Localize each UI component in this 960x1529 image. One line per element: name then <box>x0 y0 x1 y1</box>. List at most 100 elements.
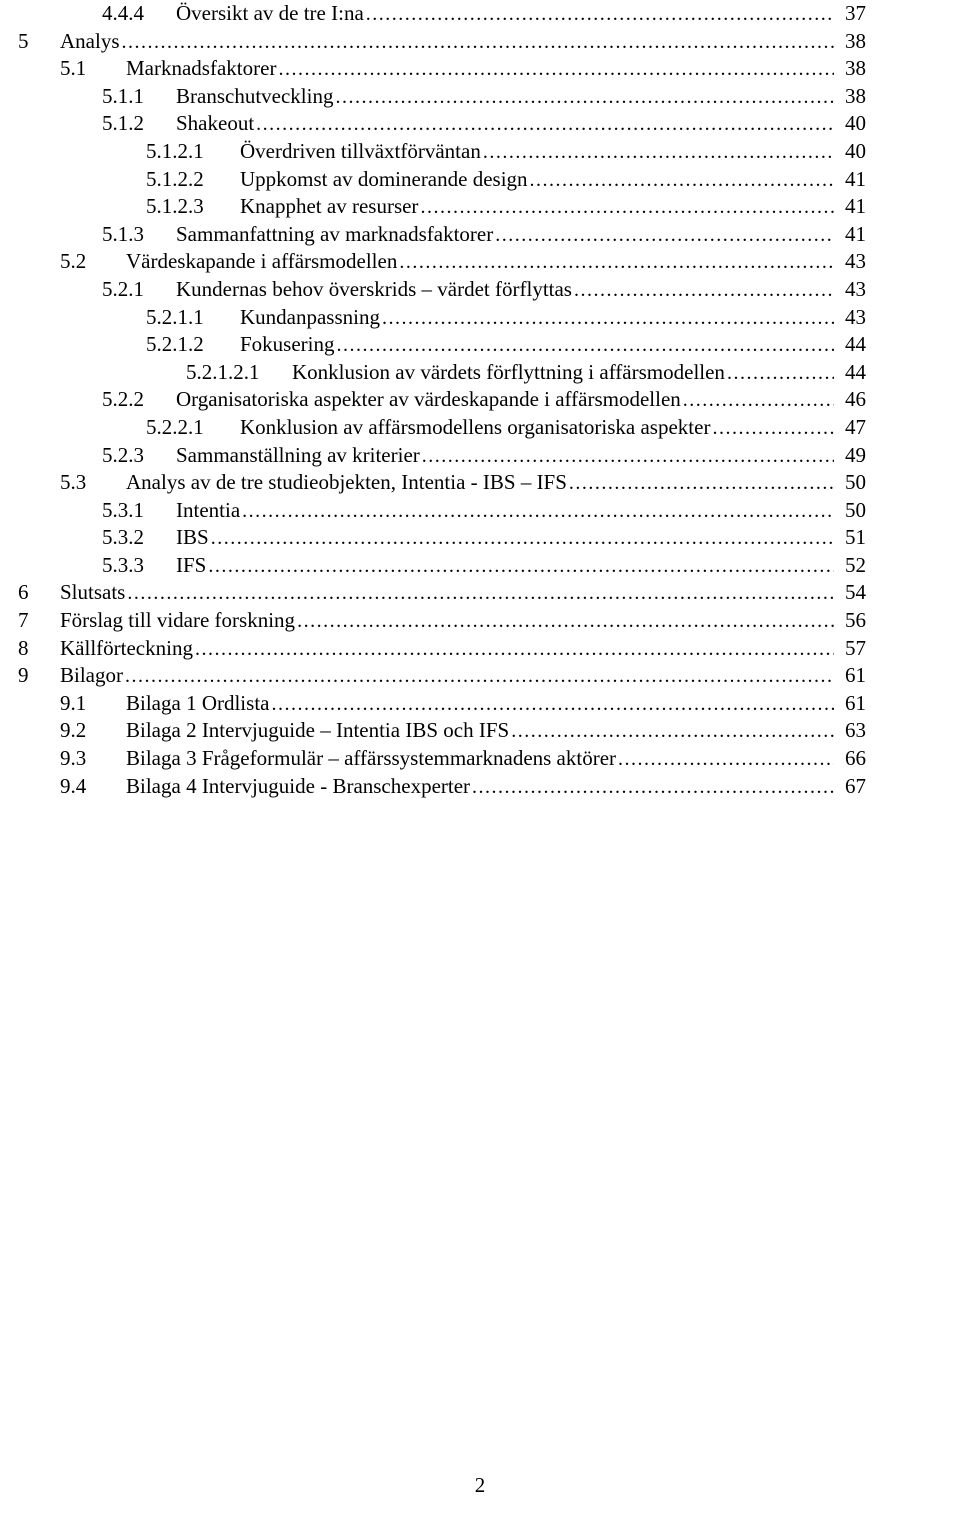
toc-entry-page: 41 <box>834 166 866 193</box>
toc-entry: 9Bilagor61 <box>18 662 866 690</box>
toc-entry: 6Slutsats 54 <box>18 579 866 607</box>
toc-entry-page: 41 <box>834 193 866 220</box>
toc-entry-page: 63 <box>834 717 866 744</box>
toc-entry-page: 43 <box>834 248 866 275</box>
toc-dot-leader <box>337 333 835 359</box>
toc-entry-title: Översikt av de tre I:na <box>176 0 366 27</box>
toc-entry-title: Överdriven tillväxtförväntan <box>240 138 483 165</box>
toc-entry: 5.1.1Branschutveckling38 <box>18 83 866 111</box>
toc-entry-title: Konklusion av värdets förflyttning i aff… <box>292 359 727 386</box>
toc-entry-title: Sammanfattning av marknadsfaktorer <box>176 221 495 248</box>
toc-entry-page: 38 <box>834 83 866 110</box>
toc-entry-page: 54 <box>834 579 866 606</box>
toc-entry-number: 5.2 <box>60 248 126 275</box>
toc-dot-leader <box>335 85 834 111</box>
toc-entry-title: Värdeskapande i affärsmodellen <box>126 248 399 275</box>
toc-entry-title: Uppkomst av dominerande design <box>240 166 530 193</box>
toc-entry-title: Kundernas behov överskrids – värdet förf… <box>176 276 574 303</box>
toc-dot-leader <box>574 278 834 304</box>
toc-entry-page: 61 <box>834 690 866 717</box>
toc-entry-number: 5.1.2 <box>102 110 176 137</box>
toc-entry: 8Källförteckning57 <box>18 635 866 663</box>
toc-entry-page: 51 <box>834 524 866 551</box>
toc-entry-number: 5.2.2.1 <box>146 414 240 441</box>
toc-dot-leader <box>618 747 834 773</box>
toc-entry-number: 5.2.2 <box>102 386 176 413</box>
toc-entry-number: 5.1.1 <box>102 83 176 110</box>
toc-entry: 5.3.3IFS52 <box>18 552 866 580</box>
toc-dot-leader <box>472 775 834 801</box>
toc-entry: 5.2.3Sammanställning av kriterier49 <box>18 442 866 470</box>
toc-dot-leader <box>483 140 834 166</box>
page-number: 2 <box>0 1472 960 1499</box>
toc-entry-number: 5.1.3 <box>102 221 176 248</box>
toc-entry-page: 43 <box>834 304 866 331</box>
toc-dot-leader <box>683 388 834 414</box>
toc-entry-title: Intentia <box>176 497 242 524</box>
toc-entry-title: Fokusering <box>240 331 337 358</box>
toc-entry: 5.1.2.2Uppkomst av dominerande design 41 <box>18 166 866 194</box>
toc-entry-title: Bilagor <box>60 662 125 689</box>
toc-entry-page: 50 <box>834 497 866 524</box>
toc-entry: 5.2.1.1Kundanpassning43 <box>18 304 866 332</box>
toc-entry-title: Knapphet av resurser <box>240 193 420 220</box>
toc-entry-page: 49 <box>834 442 866 469</box>
toc-entry-page: 46 <box>834 386 866 413</box>
toc-entry-page: 47 <box>834 414 866 441</box>
toc-entry-page: 56 <box>834 607 866 634</box>
toc-entry: 5.2Värdeskapande i affärsmodellen 43 <box>18 248 866 276</box>
toc-dot-leader <box>127 581 834 607</box>
toc-dot-leader <box>211 526 834 552</box>
toc-dot-leader <box>122 30 835 56</box>
toc-entry-title: Förslag till vidare forskning <box>60 607 297 634</box>
toc-entry-number: 5.3 <box>60 469 126 496</box>
toc-dot-leader <box>278 57 834 83</box>
toc-entry: 5.1.2.1Överdriven tillväxtförväntan40 <box>18 138 866 166</box>
toc-entry: 5.1.3Sammanfattning av marknadsfaktorer 4… <box>18 221 866 249</box>
toc-dot-leader <box>195 637 834 663</box>
toc-dot-leader <box>420 195 834 221</box>
toc-entry: 5.2.2Organisatoriska aspekter av värdesk… <box>18 386 866 414</box>
toc-entry-page: 41 <box>834 221 866 248</box>
toc-entry-title: Bilaga 1 Ordlista <box>126 690 271 717</box>
toc-entry-page: 67 <box>834 773 866 800</box>
toc-entry-title: Slutsats <box>60 579 127 606</box>
toc-entry: 5.2.1.2.1Konklusion av värdets förflyttn… <box>18 359 866 387</box>
toc-entry: 5Analys38 <box>18 28 866 56</box>
toc-entry-page: 40 <box>834 138 866 165</box>
toc-entry-title: Sammanställning av kriterier <box>176 442 422 469</box>
toc-entry-number: 6 <box>18 579 60 606</box>
toc-dot-leader <box>208 554 834 580</box>
toc-dot-leader <box>727 361 834 387</box>
toc-dot-leader <box>297 609 834 635</box>
toc-entry: 9.1Bilaga 1 Ordlista61 <box>18 690 866 718</box>
toc-entry-number: 7 <box>18 607 60 634</box>
toc-entry-page: 38 <box>834 55 866 82</box>
toc-entry-title: Bilaga 3 Frågeformulär – affärssystemmar… <box>126 745 618 772</box>
toc-entry-number: 8 <box>18 635 60 662</box>
table-of-contents: 4.4.4Översikt av de tre I:na375Analys385… <box>0 0 960 800</box>
toc-entry-number: 9.3 <box>60 745 126 772</box>
toc-dot-leader <box>125 664 834 690</box>
toc-entry-number: 5.2.1.1 <box>146 304 240 331</box>
toc-entry-page: 61 <box>834 662 866 689</box>
toc-entry: 5.1.2Shakeout40 <box>18 110 866 138</box>
toc-entry-page: 40 <box>834 110 866 137</box>
toc-entry-page: 37 <box>834 0 866 27</box>
toc-entry: 9.4Bilaga 4 Intervjuguide - Branschexper… <box>18 773 866 801</box>
toc-dot-leader <box>242 499 834 525</box>
toc-entry-page: 52 <box>834 552 866 579</box>
toc-entry: 7Förslag till vidare forskning 56 <box>18 607 866 635</box>
toc-entry-title: Konklusion av affärsmodellens organisato… <box>240 414 712 441</box>
toc-entry-number: 5 <box>18 28 60 55</box>
toc-entry-title: Organisatoriska aspekter av värdeskapand… <box>176 386 683 413</box>
toc-entry-number: 4.4.4 <box>102 0 176 27</box>
toc-dot-leader <box>422 444 834 470</box>
toc-entry-title: Marknadsfaktorer <box>126 55 278 82</box>
toc-dot-leader <box>569 471 834 497</box>
toc-dot-leader <box>366 2 834 28</box>
toc-entry-number: 5.1.2.2 <box>146 166 240 193</box>
toc-entry-number: 5.2.1.2 <box>146 331 240 358</box>
toc-entry: 5.1.2.3Knapphet av resurser41 <box>18 193 866 221</box>
toc-entry-page: 66 <box>834 745 866 772</box>
